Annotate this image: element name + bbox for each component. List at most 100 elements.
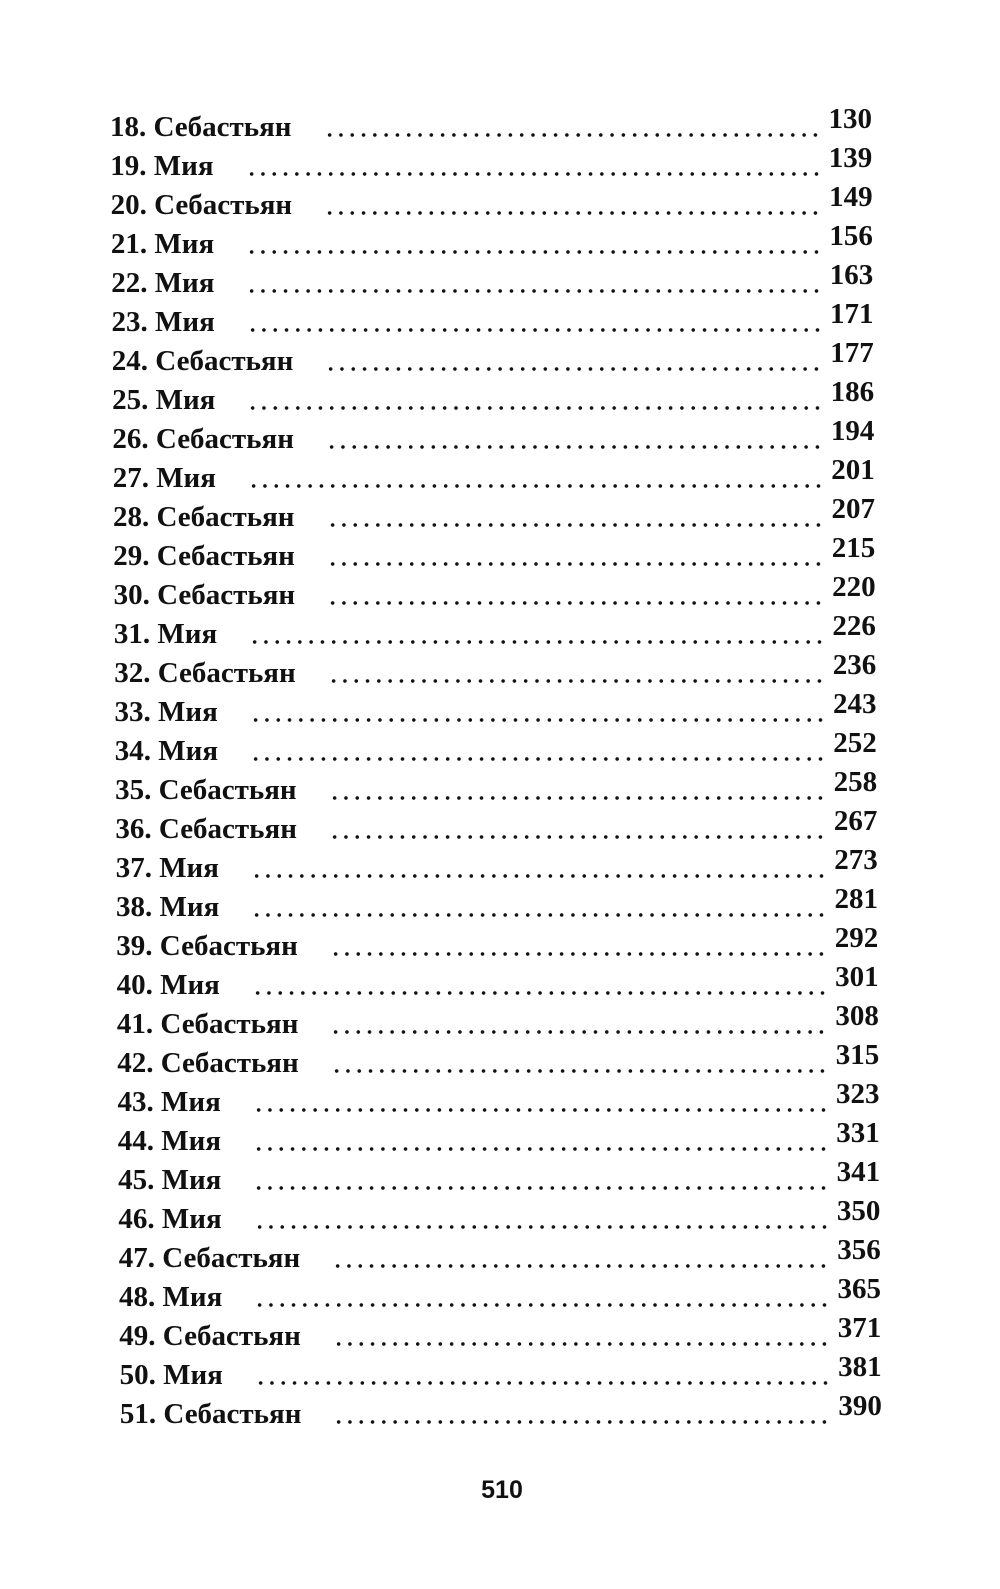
dot-leader — [246, 327, 820, 333]
chapter-name: Мия — [156, 462, 216, 494]
chapter-name: Мия — [161, 1125, 222, 1157]
chapter-page: 267 — [833, 805, 878, 837]
dot-leader — [327, 678, 823, 684]
toc-entry: 44. Мия 331 — [117, 1117, 880, 1161]
chapter-title: 38. Мия — [116, 888, 219, 927]
toc-entry: 34. Мия 252 — [115, 727, 877, 771]
chapter-name: Себастьян — [160, 1008, 299, 1040]
chapter-name: Себастьян — [156, 501, 295, 533]
chapter-number: 24. — [111, 345, 149, 377]
dot-leader — [325, 444, 821, 450]
chapter-page: 273 — [834, 844, 878, 876]
chapter-number: 21. — [110, 228, 148, 260]
chapter-title: 19. Мия — [110, 147, 213, 186]
dot-leader — [332, 1263, 828, 1269]
chapter-title: 28. Себастьян — [113, 498, 295, 537]
chapter-title: 34. Мия — [115, 732, 218, 771]
chapter-page: 177 — [830, 337, 874, 369]
dot-leader — [329, 951, 825, 957]
chapter-name: Мия — [153, 150, 214, 182]
chapter-name: Себастьян — [158, 813, 297, 845]
chapter-name: Себастьян — [157, 657, 296, 689]
chapter-name: Мия — [158, 696, 218, 728]
dot-leader — [326, 522, 822, 528]
chapter-number: 27. — [112, 462, 149, 494]
chapter-name: Себастьян — [156, 540, 295, 572]
chapter-page: 301 — [835, 961, 879, 993]
toc-entry: 43. Мия 323 — [118, 1078, 880, 1122]
chapter-title: 32. Себастьян — [114, 654, 296, 693]
chapter-number: 36. — [115, 813, 152, 845]
toc-entry: 26. Себастьян 194 — [112, 415, 874, 459]
chapter-number: 49. — [119, 1320, 156, 1352]
dot-leader — [251, 990, 826, 996]
toc-entry: 50. Мия 381 — [119, 1351, 882, 1395]
chapter-page: 252 — [833, 727, 877, 759]
chapter-page: 163 — [829, 259, 874, 291]
chapter-number: 31. — [113, 618, 151, 650]
chapter-page: 341 — [836, 1156, 881, 1188]
toc-entry: 40. Мия 301 — [117, 961, 879, 1005]
chapter-number: 35. — [115, 774, 152, 806]
chapter-name: Мия — [161, 1086, 221, 1118]
chapter-title: 43. Мия — [118, 1083, 221, 1122]
toc-entry: 48. Мия 365 — [119, 1273, 881, 1317]
dot-leader — [324, 210, 820, 216]
toc-entry: 27. Мия 201 — [113, 454, 875, 498]
chapter-number: 45. — [118, 1164, 155, 1196]
chapter-page: 292 — [834, 922, 879, 954]
toc-entry: 42. Себастьян 315 — [117, 1039, 879, 1083]
dot-leader — [328, 834, 824, 840]
dot-leader — [333, 1419, 829, 1425]
chapter-page: 243 — [833, 688, 877, 720]
toc-entry: 35. Себастьян 258 — [115, 766, 877, 810]
toc-entry: 46. Мия 350 — [118, 1195, 880, 1239]
chapter-number: 47. — [118, 1242, 155, 1274]
toc-entry: 22. Мия 163 — [111, 259, 873, 303]
chapter-name: Себастьян — [155, 345, 294, 377]
dot-leader — [325, 366, 821, 372]
chapter-page: 371 — [837, 1312, 882, 1344]
chapter-number: 43. — [117, 1086, 154, 1118]
chapter-number: 20. — [110, 189, 147, 221]
chapter-number: 50. — [119, 1359, 156, 1391]
chapter-page: 365 — [837, 1273, 882, 1305]
toc-entry: 32. Себастьян 236 — [114, 649, 876, 693]
chapter-name: Себастьян — [163, 1398, 302, 1430]
toc-entry: 19. Мия 139 — [110, 142, 872, 186]
dot-leader — [326, 561, 822, 567]
toc-entry: 30. Себастьян 220 — [114, 571, 876, 615]
page-number: 510 — [481, 1476, 523, 1504]
chapter-title: 18. Себастьян — [110, 108, 292, 147]
chapter-page: 201 — [831, 454, 875, 486]
chapter-title: 31. Мия — [114, 615, 217, 654]
chapter-name: Мия — [159, 852, 219, 884]
chapter-page: 149 — [829, 181, 873, 213]
chapter-page: 323 — [836, 1078, 880, 1110]
chapter-number: 28. — [113, 501, 150, 533]
chapter-name: Себастьян — [159, 930, 298, 962]
chapter-title: 45. Мия — [118, 1161, 221, 1200]
chapter-number: 44. — [117, 1125, 155, 1157]
chapter-title: 41. Себастьян — [117, 1005, 299, 1044]
chapter-name: Себастьян — [162, 1320, 301, 1352]
dot-leader — [328, 795, 824, 801]
toc-entry: 23. Мия 171 — [111, 298, 874, 342]
chapter-number: 48. — [119, 1281, 156, 1313]
chapter-title: 33. Мия — [115, 693, 218, 732]
chapter-page: 194 — [830, 415, 875, 447]
chapter-title: 27. Мия — [113, 459, 216, 498]
toc-entry: 28. Себастьян 207 — [113, 493, 875, 537]
toc-entry: 31. Мия 226 — [114, 610, 876, 654]
chapter-title: 49. Себастьян — [119, 1317, 301, 1356]
toc-entry: 20. Себастьян 149 — [110, 181, 873, 225]
chapter-name: Мия — [163, 1359, 223, 1391]
dot-leader — [253, 1185, 827, 1191]
chapter-name: Себастьян — [157, 579, 296, 611]
chapter-number: 46. — [118, 1203, 155, 1235]
chapter-number: 23. — [111, 306, 148, 338]
dot-leader — [247, 405, 821, 411]
toc-entry: 29. Себастьян 215 — [113, 532, 875, 576]
chapter-number: 22. — [111, 267, 148, 299]
dot-leader — [330, 1029, 826, 1035]
